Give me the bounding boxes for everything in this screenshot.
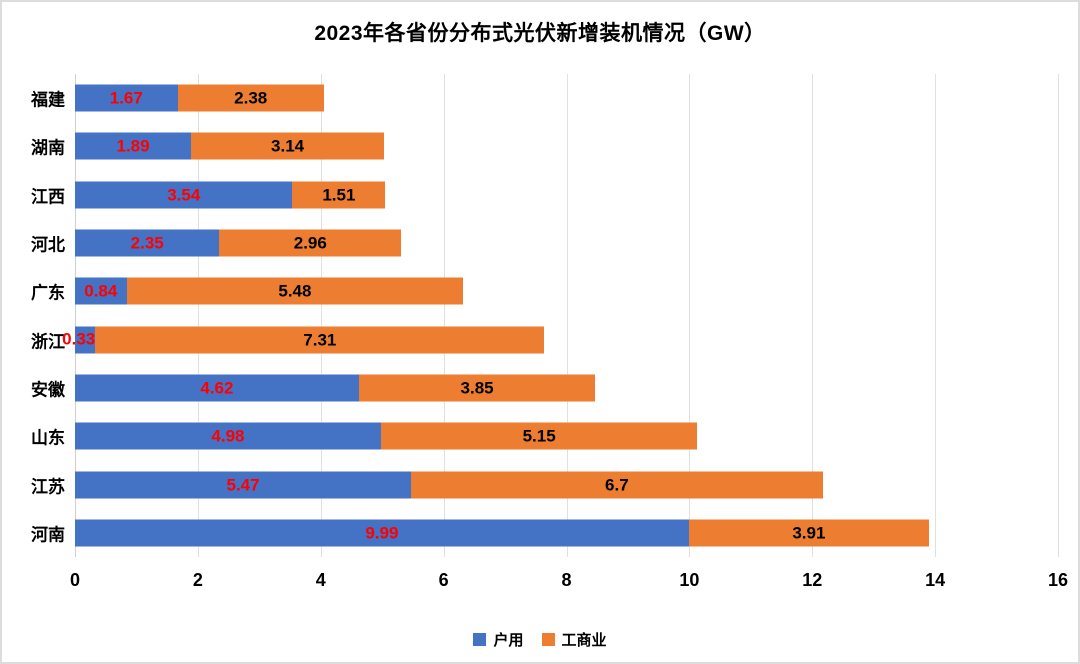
chart-row: 湖南 1.89 3.14 [31,122,1058,170]
bar-segment-commercial: 1.51 [292,181,386,209]
chart-row: 江西 3.54 1.51 [31,171,1058,219]
bar-segment-residential: 1.89 [75,132,192,160]
bar-segment-commercial: 5.15 [380,422,698,450]
chart-rows: 福建 1.67 2.38 湖南 1.89 3.14 江西 3.54 1.51 河北 2.35 2.96… [31,74,1058,557]
chart-row: 广东 0.84 5.48 [31,267,1058,315]
chart-row: 山东 4.98 5.15 [31,412,1058,460]
x-axis-tick-label: 8 [561,570,572,590]
bar-segment-commercial: 3.14 [191,132,385,160]
bar-value-label: 7.31 [303,330,337,350]
category-label: 江西 [31,187,65,207]
gridline [75,74,76,557]
x-axis-tick-label: 14 [925,570,946,590]
chart-row: 福建 1.67 2.38 [31,74,1058,122]
chart-row: 河南 9.99 3.91 [31,509,1058,557]
legend: 户用 工商业 [2,629,1078,650]
bar-track: 1.67 2.38 [75,84,1058,112]
chart-row: 浙江 0.33 7.31 [31,315,1058,363]
bar-segment-residential: 4.62 [75,374,359,402]
bar-segment-residential: 0.33 [62,326,96,354]
bar-segment-commercial: 7.31 [95,326,545,354]
gridline [689,74,691,557]
bar-track: 1.89 3.14 [75,132,1058,160]
bar-value-label: 4.98 [211,426,245,446]
gridline [197,74,199,557]
x-axis-tick-label: 2 [192,570,203,590]
legend-item-commercial: 工商业 [541,629,607,650]
bar-segment-commercial: 2.38 [177,84,324,112]
bar-track: 2.35 2.96 [75,229,1058,257]
chart-row: 江苏 5.47 6.7 [31,460,1058,508]
bar-value-label: 5.15 [522,426,556,446]
bar-value-label: 4.62 [200,378,234,398]
bar-track: 4.62 3.85 [75,374,1058,402]
bar-value-label: 2.38 [234,88,268,108]
chart-row: 河北 2.35 2.96 [31,219,1058,267]
legend-label: 工商业 [561,632,607,649]
gridline [566,74,568,557]
x-axis-tick-label: 6 [438,570,449,590]
bar-value-label: 1.89 [116,136,150,156]
bar-segment-residential: 9.99 [75,519,689,547]
bar-value-label: 9.99 [365,523,399,543]
bar-track: 9.99 3.91 [75,519,1058,547]
bar-segment-commercial: 3.85 [358,374,596,402]
bar-value-label: 0.84 [84,281,118,301]
bar-track: 0.84 5.48 [75,277,1058,305]
bar-track: 5.47 6.7 [75,471,1058,499]
legend-swatch-icon [541,633,555,646]
bar-value-label: 5.48 [278,281,312,301]
category-label: 湖南 [31,138,65,158]
gridline [935,74,937,557]
x-axis-tick-label: 0 [69,570,81,590]
bar-segment-residential: 2.35 [75,229,220,257]
bar-segment-residential: 3.54 [75,181,293,209]
gridline [443,74,445,557]
gridline [1058,74,1059,557]
gridline [320,74,322,557]
bar-track: 4.98 5.15 [75,422,1058,450]
bar-segment-commercial: 5.48 [126,277,464,305]
category-label: 河北 [31,235,65,255]
bar-segment-residential: 5.47 [75,471,412,499]
gridline [812,74,814,557]
bar-value-label: 6.7 [605,475,629,495]
category-label: 广东 [31,283,65,303]
legend-label: 户用 [493,632,524,649]
bar-segment-commercial: 3.91 [688,519,929,547]
category-label: 浙江 [31,332,65,352]
bar-segment-residential: 1.67 [75,84,178,112]
bar-value-label: 3.85 [460,378,494,398]
category-label: 福建 [31,90,65,110]
bar-value-label: 1.51 [322,185,356,205]
bar-segment-residential: 0.84 [75,277,127,305]
category-label: 江苏 [31,477,65,497]
bar-segment-commercial: 6.7 [411,471,823,499]
legend-item-residential: 户用 [473,629,524,650]
x-axis-tick-label: 12 [802,570,823,590]
bar-value-label: 2.96 [293,233,327,253]
bar-value-label: 0.33 [62,329,96,349]
chart-row: 安徽 4.62 3.85 [31,364,1058,412]
bar-value-label: 3.14 [271,136,305,156]
x-axis-tick-label: 10 [679,570,700,590]
bar-value-label: 1.67 [109,88,143,108]
plot-area: 福建 1.67 2.38 湖南 1.89 3.14 江西 3.54 1.51 河北 2.35 2.96… [31,74,1068,590]
x-axis-tick-label: 16 [1047,570,1069,590]
category-label: 河南 [31,525,65,545]
bar-value-label: 3.91 [792,523,826,543]
x-axis-tick-label: 4 [315,570,326,590]
category-label: 山东 [31,428,65,448]
legend-swatch-icon [473,633,487,646]
bar-segment-commercial: 2.96 [219,229,402,257]
bar-value-label: 2.35 [130,233,164,253]
bar-value-label: 5.47 [226,475,260,495]
category-label: 安徽 [31,380,65,400]
chart-title: 2023年各省份分布式光伏新增装机情况（GW） [314,22,766,45]
bar-track: 0.33 7.31 [62,326,1058,354]
bar-track: 3.54 1.51 [75,181,1058,209]
bar-value-label: 3.54 [167,185,201,205]
bar-segment-residential: 4.98 [75,422,381,450]
